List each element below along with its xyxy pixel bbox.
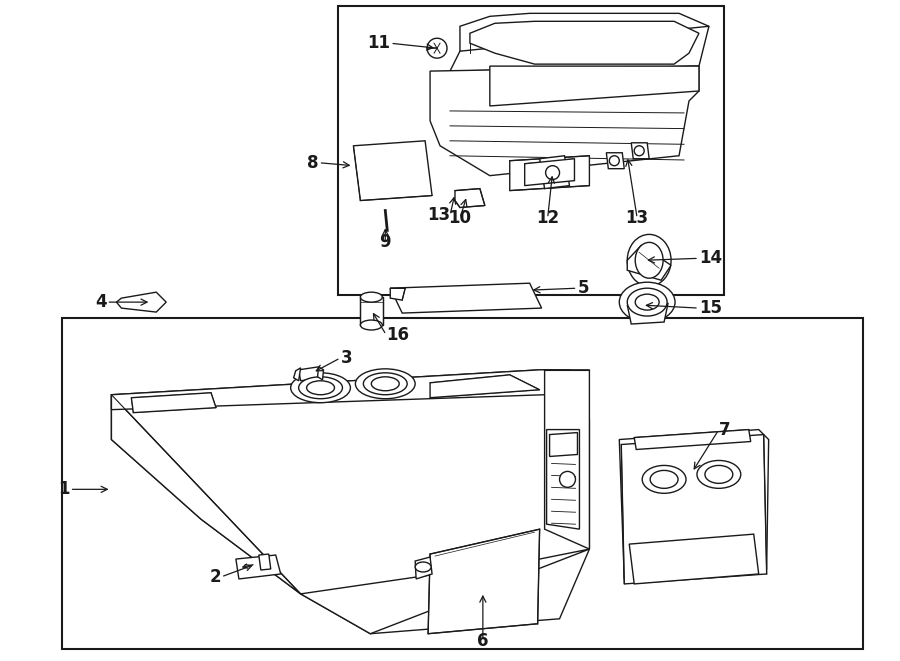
- Polygon shape: [550, 432, 578, 457]
- Ellipse shape: [635, 243, 663, 278]
- Text: 13: 13: [427, 206, 450, 225]
- Polygon shape: [525, 159, 574, 186]
- Ellipse shape: [634, 146, 644, 156]
- Text: 12: 12: [536, 210, 559, 227]
- Text: 15: 15: [699, 299, 722, 317]
- Ellipse shape: [627, 288, 667, 316]
- Polygon shape: [301, 549, 590, 634]
- Ellipse shape: [560, 471, 575, 487]
- Polygon shape: [293, 368, 301, 381]
- Polygon shape: [607, 153, 625, 169]
- Polygon shape: [112, 395, 301, 594]
- Text: 10: 10: [448, 210, 472, 227]
- Polygon shape: [509, 156, 590, 190]
- Text: 14: 14: [699, 249, 722, 267]
- Text: 8: 8: [307, 154, 319, 172]
- Text: 13: 13: [626, 210, 649, 227]
- Polygon shape: [360, 297, 383, 325]
- Text: 3: 3: [340, 349, 352, 367]
- Polygon shape: [455, 188, 485, 208]
- Ellipse shape: [643, 465, 686, 493]
- Polygon shape: [112, 370, 574, 410]
- Ellipse shape: [415, 562, 431, 572]
- Polygon shape: [629, 534, 759, 584]
- Polygon shape: [540, 156, 570, 188]
- Ellipse shape: [360, 320, 382, 330]
- Text: 4: 4: [94, 293, 106, 311]
- Text: 5: 5: [578, 279, 589, 297]
- Polygon shape: [236, 555, 281, 579]
- Polygon shape: [490, 66, 699, 106]
- Polygon shape: [259, 554, 271, 570]
- Polygon shape: [621, 434, 767, 584]
- Polygon shape: [619, 430, 769, 579]
- Polygon shape: [112, 370, 590, 634]
- Polygon shape: [627, 303, 668, 324]
- Text: 1: 1: [58, 481, 69, 498]
- Text: 6: 6: [477, 632, 489, 650]
- Polygon shape: [391, 283, 542, 313]
- Ellipse shape: [627, 235, 671, 286]
- Ellipse shape: [609, 156, 619, 166]
- Ellipse shape: [299, 377, 343, 399]
- Polygon shape: [116, 292, 166, 312]
- Bar: [61, 318, 863, 648]
- Text: 2: 2: [210, 568, 221, 586]
- Ellipse shape: [360, 292, 382, 302]
- Polygon shape: [299, 367, 320, 381]
- Polygon shape: [354, 141, 432, 200]
- Ellipse shape: [697, 461, 741, 488]
- Ellipse shape: [428, 38, 447, 58]
- Polygon shape: [460, 13, 709, 66]
- Polygon shape: [415, 557, 432, 579]
- Ellipse shape: [635, 294, 659, 310]
- Ellipse shape: [372, 377, 400, 391]
- Ellipse shape: [364, 373, 407, 395]
- Polygon shape: [627, 245, 671, 280]
- Polygon shape: [131, 393, 216, 412]
- Polygon shape: [430, 375, 540, 398]
- Polygon shape: [546, 430, 580, 529]
- Polygon shape: [631, 143, 649, 159]
- Ellipse shape: [291, 373, 350, 403]
- Polygon shape: [318, 367, 323, 380]
- Ellipse shape: [545, 166, 560, 180]
- Text: 11: 11: [367, 34, 391, 52]
- Ellipse shape: [619, 282, 675, 322]
- Ellipse shape: [307, 381, 335, 395]
- Text: 7: 7: [719, 420, 731, 439]
- Polygon shape: [544, 370, 590, 549]
- Polygon shape: [470, 21, 699, 64]
- Ellipse shape: [650, 471, 678, 488]
- Bar: [338, 7, 724, 295]
- Ellipse shape: [356, 369, 415, 399]
- Text: 9: 9: [380, 233, 392, 251]
- Ellipse shape: [705, 465, 733, 483]
- Polygon shape: [450, 26, 709, 71]
- Polygon shape: [391, 288, 405, 300]
- Polygon shape: [428, 529, 540, 634]
- Polygon shape: [430, 66, 699, 176]
- Text: 16: 16: [386, 326, 410, 344]
- Polygon shape: [634, 430, 751, 449]
